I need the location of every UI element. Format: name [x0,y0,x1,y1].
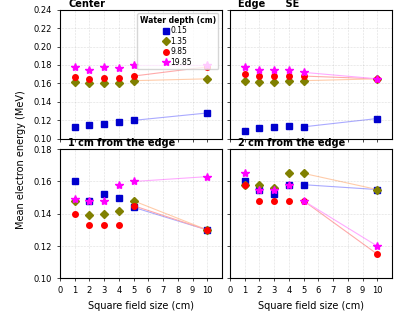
Text: Edge      SE: Edge SE [238,0,299,9]
X-axis label: Square field size (cm): Square field size (cm) [258,300,364,311]
Legend: 0.15, 1.35, 9.85, 19.85: 0.15, 1.35, 9.85, 19.85 [138,13,218,69]
Text: 1 cm from the edge: 1 cm from the edge [68,138,175,148]
Text: Center: Center [68,0,105,9]
Text: 2 cm from the edge: 2 cm from the edge [238,138,345,148]
Text: Mean electron energy (MeV): Mean electron energy (MeV) [16,91,26,229]
X-axis label: Square field size (cm): Square field size (cm) [88,300,194,311]
